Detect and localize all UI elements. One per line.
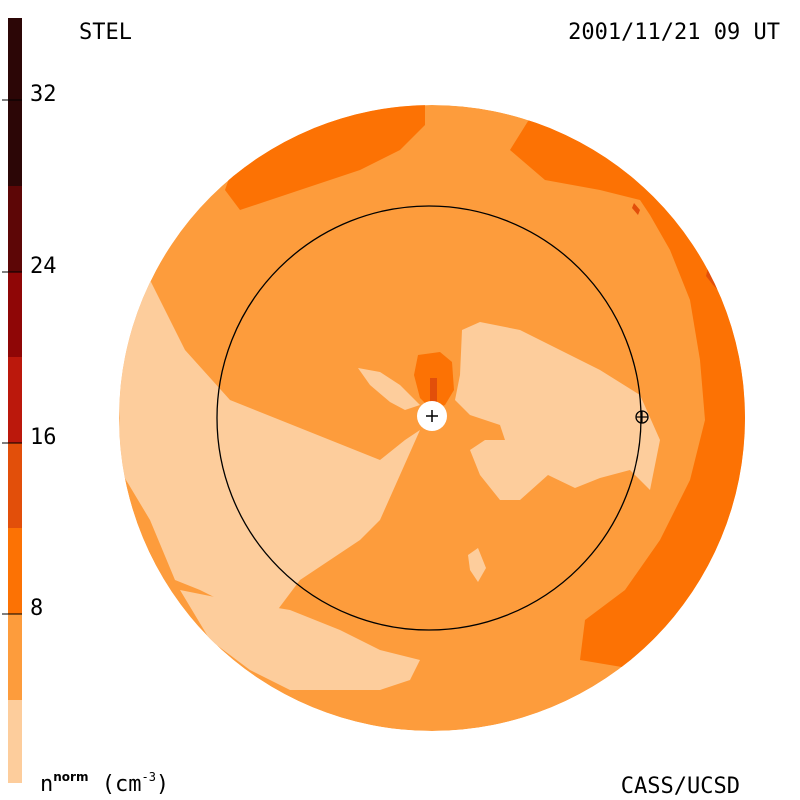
colorbar-tick-label-16: 16 [30, 425, 57, 450]
contour-peak-top [632, 203, 640, 215]
contour-high-right-band [510, 118, 745, 670]
sun-marker [417, 401, 447, 431]
colorbar-band-7 [8, 186, 22, 272]
unit-exponent: -3 [141, 770, 156, 784]
colorbar-tick-label-24: 24 [30, 254, 57, 279]
colorbar-band-8 [8, 18, 22, 186]
colorbar-band-1 [8, 700, 22, 783]
unit-open: (cm [101, 772, 142, 797]
earth-orbit-circle [216, 205, 642, 631]
colorbar-band-5 [8, 357, 22, 443]
colorbar-band-3 [8, 528, 22, 614]
contour-low-lower-left [180, 590, 420, 690]
contour-low-left-band [119, 280, 420, 620]
timestamp-label: 2001/11/21 09 UT [568, 20, 780, 45]
unit-close: ) [155, 772, 170, 797]
contour-high-top-left [225, 105, 425, 210]
contour-low-center-left [358, 368, 420, 410]
credit-label: CASS/UCSD [620, 774, 740, 799]
observatory-label: STEL [79, 20, 132, 45]
contour-low-small-island [468, 548, 486, 582]
quantity-symbol: n [40, 772, 54, 797]
earth-marker [635, 410, 649, 424]
contour-peak-near-sun [430, 378, 437, 405]
colorbar-band-4 [8, 443, 22, 528]
colorbar-band-6 [8, 272, 22, 357]
colorbar-band-2 [8, 614, 22, 700]
contour-low-center-right [455, 322, 660, 500]
quantity-superscript: norm [53, 770, 89, 784]
colorbar [2, 18, 22, 783]
colorbar-quantity-label: nnorm (cm-3) [40, 770, 169, 797]
colorbar-tick-label-32: 32 [30, 82, 57, 107]
colorbar-tick-label-8: 8 [30, 596, 44, 621]
